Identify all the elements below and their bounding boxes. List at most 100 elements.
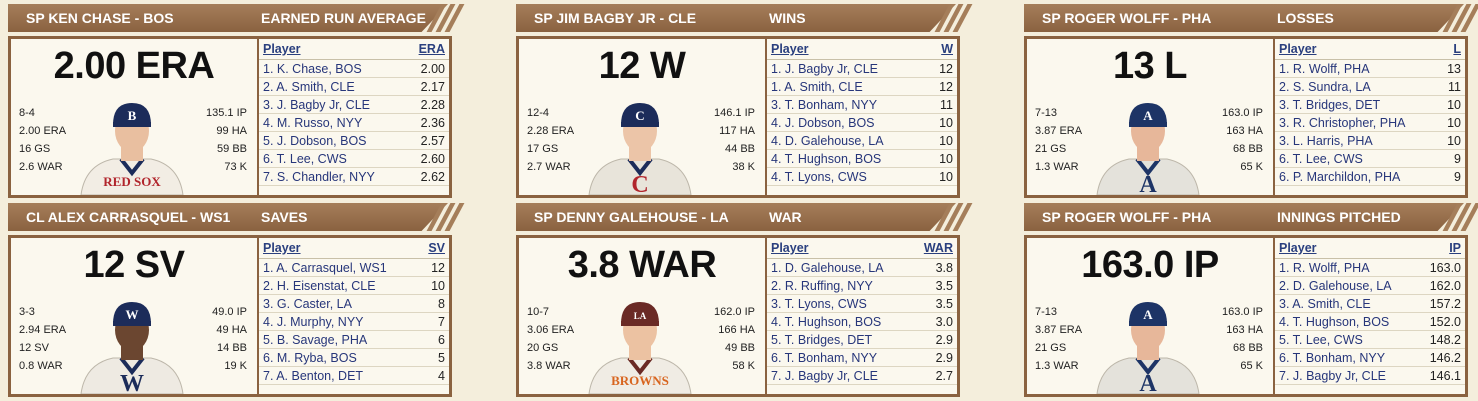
- leader-player-link[interactable]: 2. D. Galehouse, LA: [1275, 276, 1419, 295]
- leader-row[interactable]: 7. S. Chandler, NYY 2.62: [259, 167, 449, 186]
- leader-player-link[interactable]: 6. T. Lee, CWS: [259, 149, 407, 168]
- leader-player-link[interactable]: 3. T. Bonham, NYY: [767, 95, 928, 114]
- player-column-header[interactable]: Player: [1275, 238, 1419, 259]
- leader-player-link[interactable]: 3. T. Bridges, DET: [1275, 95, 1439, 114]
- leader-player-link[interactable]: 1. A. Smith, CLE: [767, 77, 928, 96]
- stat-column-header[interactable]: IP: [1418, 238, 1465, 259]
- leader-row[interactable]: 1. K. Chase, BOS 2.00: [259, 59, 449, 78]
- leader-player-link[interactable]: 1. A. Carrasquel, WS1: [259, 258, 419, 277]
- player-column-header[interactable]: Player: [259, 238, 419, 259]
- player-portrait[interactable]: A A: [1093, 93, 1203, 195]
- leader-row[interactable]: 6. M. Ryba, BOS 5: [259, 348, 449, 367]
- leader-row[interactable]: 3. T. Lyons, CWS 3.5: [767, 294, 957, 313]
- leader-player-link[interactable]: 4. T. Lyons, CWS: [767, 167, 928, 186]
- player-portrait[interactable]: BROWNS LA: [585, 292, 695, 394]
- leader-row[interactable]: 3. L. Harris, PHA 10: [1275, 131, 1465, 150]
- leader-row[interactable]: 4. T. Hughson, BOS 152.0: [1275, 312, 1465, 331]
- leader-row[interactable]: 4. T. Lyons, CWS 10: [767, 167, 957, 186]
- leader-row[interactable]: 4. M. Russo, NYY 2.36: [259, 113, 449, 132]
- leader-row[interactable]: 6. T. Bonham, NYY 2.9: [767, 348, 957, 367]
- player-portrait[interactable]: A A: [1093, 292, 1203, 394]
- stat-column-header[interactable]: WAR: [912, 238, 957, 259]
- leader-player-link[interactable]: 2. R. Ruffing, NYY: [767, 276, 913, 295]
- stat-column-header[interactable]: L: [1438, 39, 1465, 60]
- leader-player-link[interactable]: 1. R. Wolff, PHA: [1275, 258, 1419, 277]
- leader-player-link[interactable]: 3. R. Christopher, PHA: [1275, 113, 1439, 132]
- player-column-header[interactable]: Player: [767, 238, 913, 259]
- player-column-header[interactable]: Player: [767, 39, 928, 60]
- leader-row[interactable]: 7. J. Bagby Jr, CLE 146.1: [1275, 366, 1465, 385]
- leader-row[interactable]: 3. J. Bagby Jr, CLE 2.28: [259, 95, 449, 114]
- leader-row[interactable]: 3. R. Christopher, PHA 10: [1275, 113, 1465, 132]
- leader-player-link[interactable]: 7. J. Bagby Jr, CLE: [1275, 366, 1419, 385]
- leader-player-link[interactable]: 3. T. Lyons, CWS: [767, 294, 913, 313]
- leader-row[interactable]: 2. S. Sundra, LA 11: [1275, 77, 1465, 96]
- leader-row[interactable]: 6. T. Lee, CWS 9: [1275, 149, 1465, 168]
- leader-row[interactable]: 4. J. Murphy, NYY 7: [259, 312, 449, 331]
- leader-row[interactable]: 1. J. Bagby Jr, CLE 12: [767, 59, 957, 78]
- leader-player-link[interactable]: 3. A. Smith, CLE: [1275, 294, 1419, 313]
- leader-row[interactable]: 6. T. Lee, CWS 2.60: [259, 149, 449, 168]
- player-header-link[interactable]: SP ROGER WOLFF - PHA: [1042, 209, 1212, 225]
- leader-player-link[interactable]: 7. S. Chandler, NYY: [259, 167, 407, 186]
- player-header-link[interactable]: SP DENNY GALEHOUSE - LA: [534, 209, 729, 225]
- leader-row[interactable]: 1. A. Carrasquel, WS1 12: [259, 258, 449, 277]
- leader-row[interactable]: 1. R. Wolff, PHA 163.0: [1275, 258, 1465, 277]
- player-column-header[interactable]: Player: [259, 39, 407, 60]
- leader-row[interactable]: 1. A. Smith, CLE 12: [767, 77, 957, 96]
- leader-player-link[interactable]: 2. H. Eisenstat, CLE: [259, 276, 419, 295]
- leader-player-link[interactable]: 3. J. Bagby Jr, CLE: [259, 95, 407, 114]
- leader-row[interactable]: 6. P. Marchildon, PHA 9: [1275, 167, 1465, 186]
- leader-row[interactable]: 2. D. Galehouse, LA 162.0: [1275, 276, 1465, 295]
- leader-row[interactable]: 6. T. Bonham, NYY 146.2: [1275, 348, 1465, 367]
- leader-player-link[interactable]: 1. J. Bagby Jr, CLE: [767, 59, 928, 78]
- leader-player-link[interactable]: 1. R. Wolff, PHA: [1275, 59, 1439, 78]
- player-header-link[interactable]: SP KEN CHASE - BOS: [26, 10, 174, 26]
- leader-row[interactable]: 3. T. Bridges, DET 10: [1275, 95, 1465, 114]
- player-header-link[interactable]: SP JIM BAGBY JR - CLE: [534, 10, 697, 26]
- leader-row[interactable]: 3. G. Caster, LA 8: [259, 294, 449, 313]
- player-portrait[interactable]: C C: [585, 93, 695, 195]
- leader-player-link[interactable]: 7. J. Bagby Jr, CLE: [767, 366, 913, 385]
- leader-row[interactable]: 1. D. Galehouse, LA 3.8: [767, 258, 957, 277]
- leader-player-link[interactable]: 4. T. Hughson, BOS: [767, 312, 913, 331]
- leader-player-link[interactable]: 2. A. Smith, CLE: [259, 77, 407, 96]
- leader-row[interactable]: 5. T. Lee, CWS 148.2: [1275, 330, 1465, 349]
- leader-player-link[interactable]: 6. T. Bonham, NYY: [1275, 348, 1419, 367]
- leader-row[interactable]: 1. R. Wolff, PHA 13: [1275, 59, 1465, 78]
- leader-player-link[interactable]: 2. S. Sundra, LA: [1275, 77, 1439, 96]
- stat-column-header[interactable]: ERA: [406, 39, 449, 60]
- leader-player-link[interactable]: 1. D. Galehouse, LA: [767, 258, 913, 277]
- leader-player-link[interactable]: 5. B. Savage, PHA: [259, 330, 419, 349]
- leader-row[interactable]: 2. A. Smith, CLE 2.17: [259, 77, 449, 96]
- leader-row[interactable]: 7. J. Bagby Jr, CLE 2.7: [767, 366, 957, 385]
- leader-row[interactable]: 7. A. Benton, DET 4: [259, 366, 449, 385]
- leader-row[interactable]: 5. J. Dobson, BOS 2.57: [259, 131, 449, 150]
- leader-player-link[interactable]: 4. M. Russo, NYY: [259, 113, 407, 132]
- leader-row[interactable]: 5. B. Savage, PHA 6: [259, 330, 449, 349]
- stat-column-header[interactable]: W: [927, 39, 957, 60]
- leader-player-link[interactable]: 5. J. Dobson, BOS: [259, 131, 407, 150]
- leader-row[interactable]: 5. T. Bridges, DET 2.9: [767, 330, 957, 349]
- stat-column-header[interactable]: SV: [419, 238, 449, 259]
- leader-player-link[interactable]: 6. P. Marchildon, PHA: [1275, 167, 1439, 186]
- leader-player-link[interactable]: 5. T. Bridges, DET: [767, 330, 913, 349]
- leader-player-link[interactable]: 3. L. Harris, PHA: [1275, 131, 1439, 150]
- leader-row[interactable]: 4. D. Galehouse, LA 10: [767, 131, 957, 150]
- leader-row[interactable]: 4. T. Hughson, BOS 3.0: [767, 312, 957, 331]
- leader-player-link[interactable]: 1. K. Chase, BOS: [259, 59, 407, 78]
- player-header-link[interactable]: SP ROGER WOLFF - PHA: [1042, 10, 1212, 26]
- player-portrait[interactable]: W W: [77, 292, 187, 394]
- leader-player-link[interactable]: 6. M. Ryba, BOS: [259, 348, 419, 367]
- leader-player-link[interactable]: 6. T. Bonham, NYY: [767, 348, 913, 367]
- leader-player-link[interactable]: 4. D. Galehouse, LA: [767, 131, 928, 150]
- leader-player-link[interactable]: 7. A. Benton, DET: [259, 366, 419, 385]
- leader-player-link[interactable]: 5. T. Lee, CWS: [1275, 330, 1419, 349]
- player-portrait[interactable]: RED SOX B: [77, 93, 187, 195]
- leader-player-link[interactable]: 4. T. Hughson, BOS: [1275, 312, 1419, 331]
- leader-player-link[interactable]: 4. T. Hughson, BOS: [767, 149, 928, 168]
- leader-player-link[interactable]: 6. T. Lee, CWS: [1275, 149, 1439, 168]
- leader-row[interactable]: 4. T. Hughson, BOS 10: [767, 149, 957, 168]
- player-column-header[interactable]: Player: [1275, 39, 1439, 60]
- leader-row[interactable]: 2. H. Eisenstat, CLE 10: [259, 276, 449, 295]
